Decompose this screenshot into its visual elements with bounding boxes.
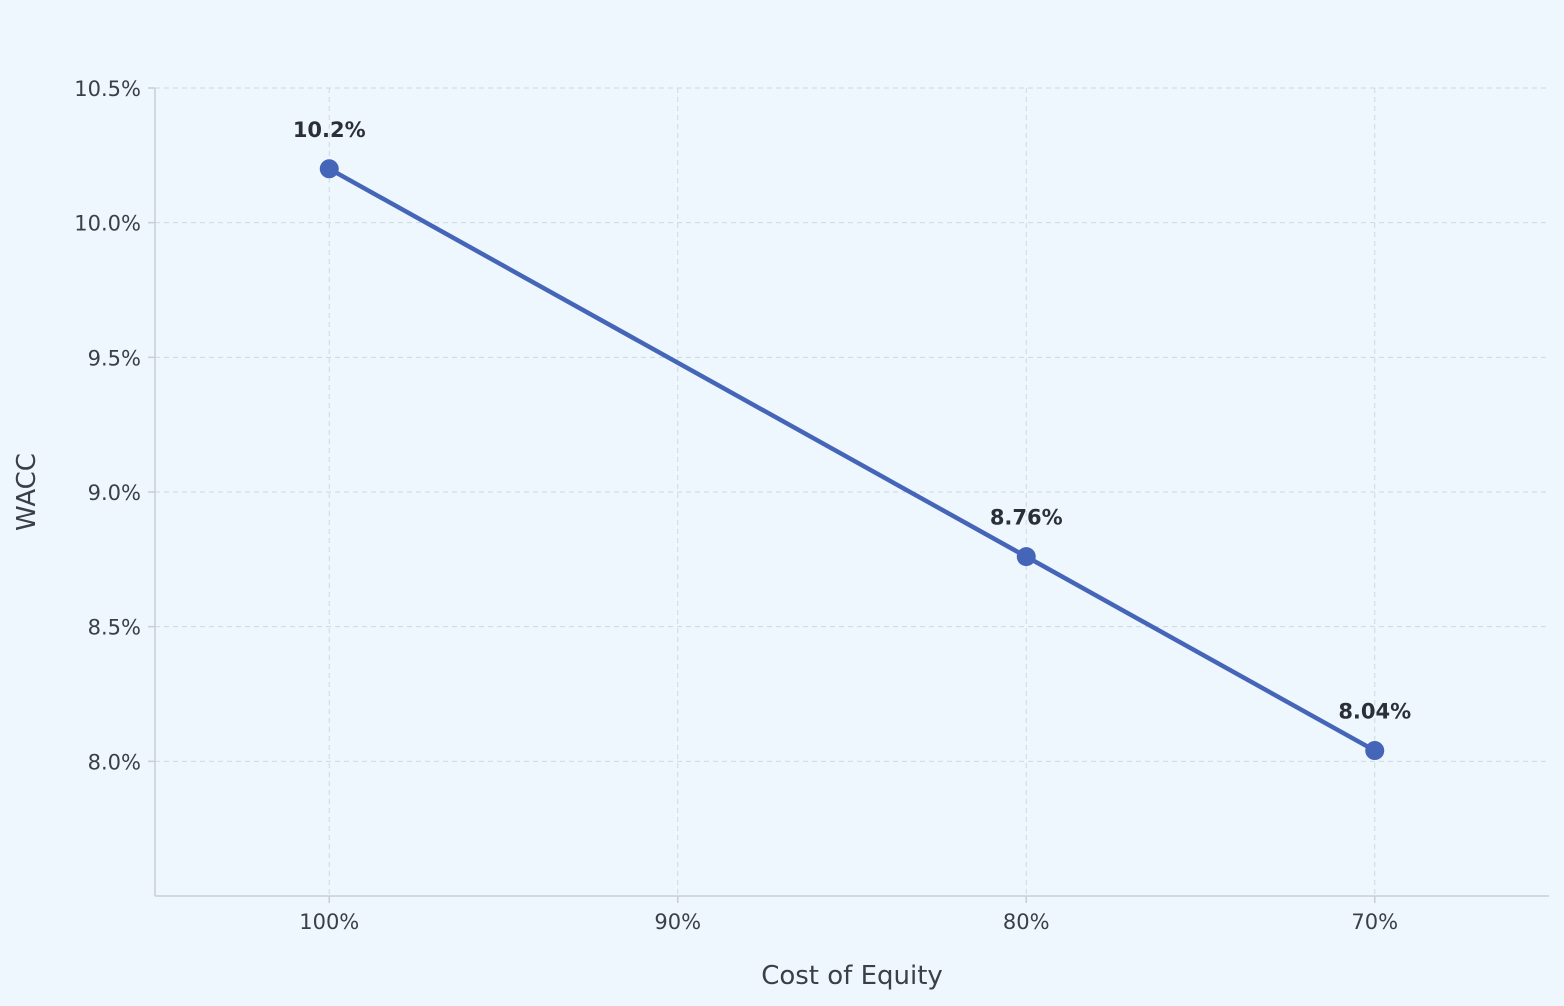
- x-axis-title: Cost of Equity: [761, 961, 943, 991]
- series-layer: 10.2% 8.76% 8.04%: [293, 118, 1411, 761]
- data-label: 8.76%: [990, 506, 1063, 530]
- x-tick-label: 80%: [1003, 910, 1050, 934]
- data-point: [1016, 547, 1036, 567]
- y-tick-label: 10.0%: [74, 212, 141, 236]
- y-tick-label: 8.5%: [88, 616, 141, 640]
- series-line: [327, 166, 1377, 753]
- x-tick-label: 70%: [1351, 910, 1398, 934]
- x-tick-label: 100%: [299, 910, 359, 934]
- y-tick-label: 9.5%: [88, 346, 141, 370]
- data-point: [319, 159, 339, 179]
- grid: [155, 87, 1549, 896]
- data-label: 10.2%: [293, 118, 366, 142]
- axes: [148, 87, 1549, 903]
- x-tick-label: 90%: [654, 910, 701, 934]
- data-label: 8.04%: [1338, 700, 1411, 724]
- y-tick-label: 8.0%: [88, 750, 141, 774]
- data-point: [1365, 741, 1385, 761]
- tick-labels: 8.0% 8.5% 9.0% 9.5% 10.0% 10.5% 100% 90% 80% 70%: [74, 77, 1398, 934]
- y-axis-title: WACC: [12, 453, 42, 531]
- y-tick-label: 9.0%: [88, 481, 141, 505]
- y-tick-label: 10.5%: [74, 77, 141, 101]
